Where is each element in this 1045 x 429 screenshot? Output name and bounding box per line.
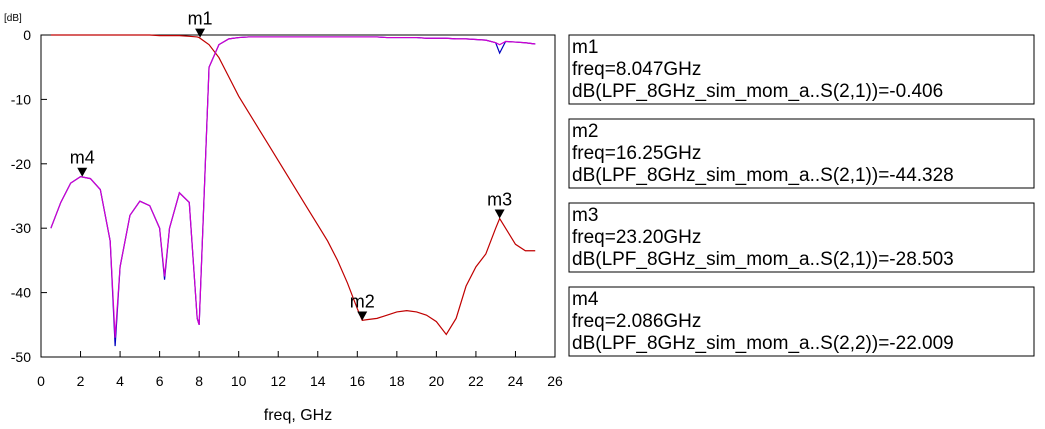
y-tick-label: -30 [11,220,31,236]
x-tick-label: 14 [310,373,326,389]
x-tick-label: 8 [195,373,203,389]
readout-value: dB(LPF_8GHz_sim_mom_a..S(2,2))=-22.009 [572,333,954,354]
x-tick-label: 16 [350,373,366,389]
y-tick-label: -50 [11,349,31,365]
readout-marker: m3 [572,205,598,226]
readout-freq: freq=8.047GHz [572,59,701,80]
marker-label: m1 [188,9,213,29]
readout-value: dB(LPF_8GHz_sim_mom_a..S(2,1))=-28.503 [572,249,954,270]
x-tick-label: 2 [77,373,85,389]
readout-marker: m1 [572,37,598,58]
series-line [50,34,536,336]
readout-value: dB(LPF_8GHz_sim_mom_a..S(2,1))=-0.406 [572,81,943,102]
readout-box [568,34,1035,105]
x-axis-label: freq, GHz [264,407,332,424]
x-tick-label: 18 [389,373,405,389]
x-tick-label: 6 [156,373,164,389]
y-tick-label: -10 [11,91,31,107]
x-tick-label: 26 [547,373,563,389]
readout-box [568,202,1035,273]
y-axis-label: [dB] [4,13,22,24]
readout-marker: m4 [572,289,599,310]
x-tick-label: 20 [429,373,445,389]
x-tick-label: 10 [231,373,247,389]
x-tick-label: 0 [37,373,45,389]
readout-box [568,286,1035,357]
x-tick-label: 12 [270,373,286,389]
marker [494,209,505,219]
y-tick-label: -40 [11,285,31,301]
readout-freq: freq=23.20GHz [572,227,701,248]
marker-label: m3 [487,190,512,210]
x-tick-label: 24 [508,373,524,389]
marker [77,167,88,177]
plot-frame [40,34,556,358]
readout-freq: freq=16.25GHz [572,143,701,164]
y-tick-label: 0 [23,27,31,43]
readout-marker: m2 [572,121,598,142]
marker [357,311,368,321]
readout-box [568,118,1035,189]
marker [195,28,206,38]
x-tick-label: 4 [116,373,124,389]
marker-label: m4 [70,148,95,168]
marker-label: m2 [350,291,375,311]
readout-value: dB(LPF_8GHz_sim_mom_a..S(2,1))=-44.328 [572,165,954,186]
y-tick-label: -20 [11,156,31,172]
series-line [50,36,536,338]
x-tick-label: 22 [468,373,484,389]
readout-freq: freq=2.086GHz [572,311,701,332]
